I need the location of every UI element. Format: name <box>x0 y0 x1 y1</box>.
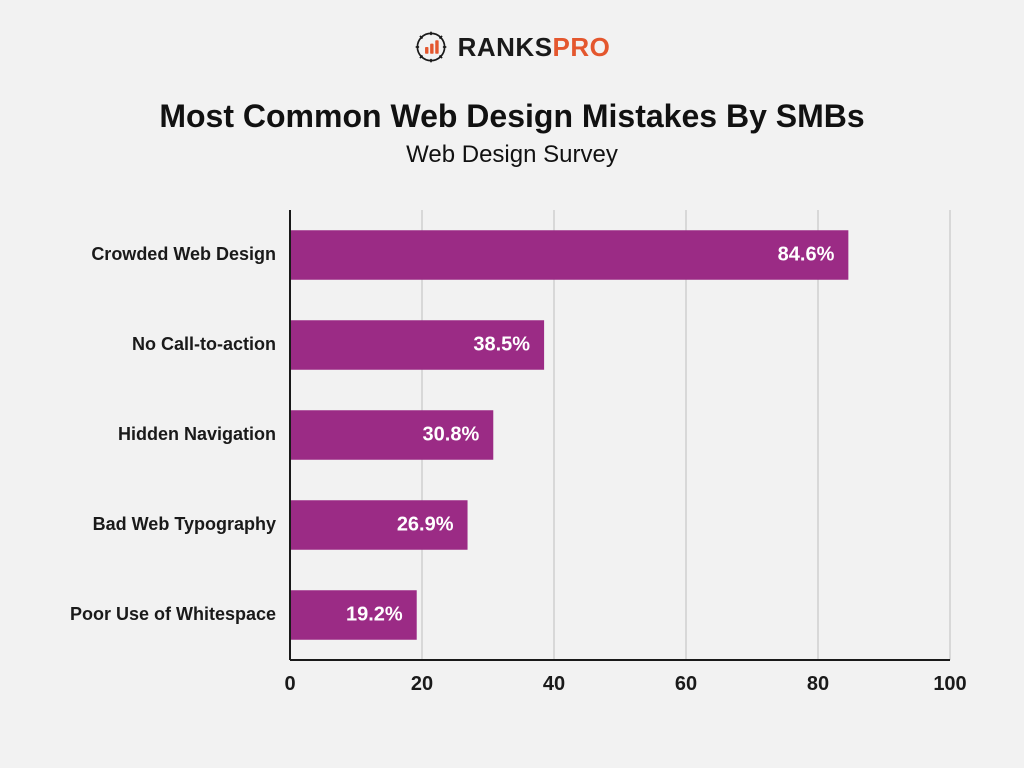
category-label: Poor Use of Whitespace <box>70 604 276 624</box>
category-label: Hidden Navigation <box>118 424 276 444</box>
bar-value-label: 30.8% <box>423 423 480 445</box>
bar-chart: 0 20 40 60 80 100 Crowded Web Design 84.6% No Ca… <box>70 200 970 710</box>
bar <box>290 230 848 280</box>
bar-value-label: 38.5% <box>473 333 530 355</box>
bar-value-label: 26.9% <box>397 513 454 535</box>
gear-bars-icon <box>414 30 448 64</box>
brand-name-prefix: RANKS <box>458 32 553 62</box>
x-tick-label: 60 <box>675 673 697 695</box>
bar-value-label: 84.6% <box>778 243 835 265</box>
chart-subtitle: Web Design Survey <box>0 141 1024 169</box>
chart-area: 0 20 40 60 80 100 Crowded Web Design 84.6% No Ca… <box>70 200 970 710</box>
x-tick-label: 40 <box>543 673 565 695</box>
bar-value-label: 19.2% <box>346 603 403 625</box>
chart-title: Most Common Web Design Mistakes By SMBs <box>0 98 1024 135</box>
x-tick-label: 0 <box>284 673 295 695</box>
x-tick-label: 20 <box>411 673 433 695</box>
category-label: Crowded Web Design <box>91 244 276 264</box>
x-tick-label: 100 <box>933 673 966 695</box>
category-label: Bad Web Typography <box>93 514 276 534</box>
brand-logo: RANKSPRO <box>0 30 1024 64</box>
category-label: No Call-to-action <box>132 334 276 354</box>
brand-name: RANKSPRO <box>458 32 611 63</box>
brand-name-accent: PRO <box>553 32 611 62</box>
chart-titles: Most Common Web Design Mistakes By SMBs … <box>0 98 1024 169</box>
x-tick-label: 80 <box>807 673 829 695</box>
